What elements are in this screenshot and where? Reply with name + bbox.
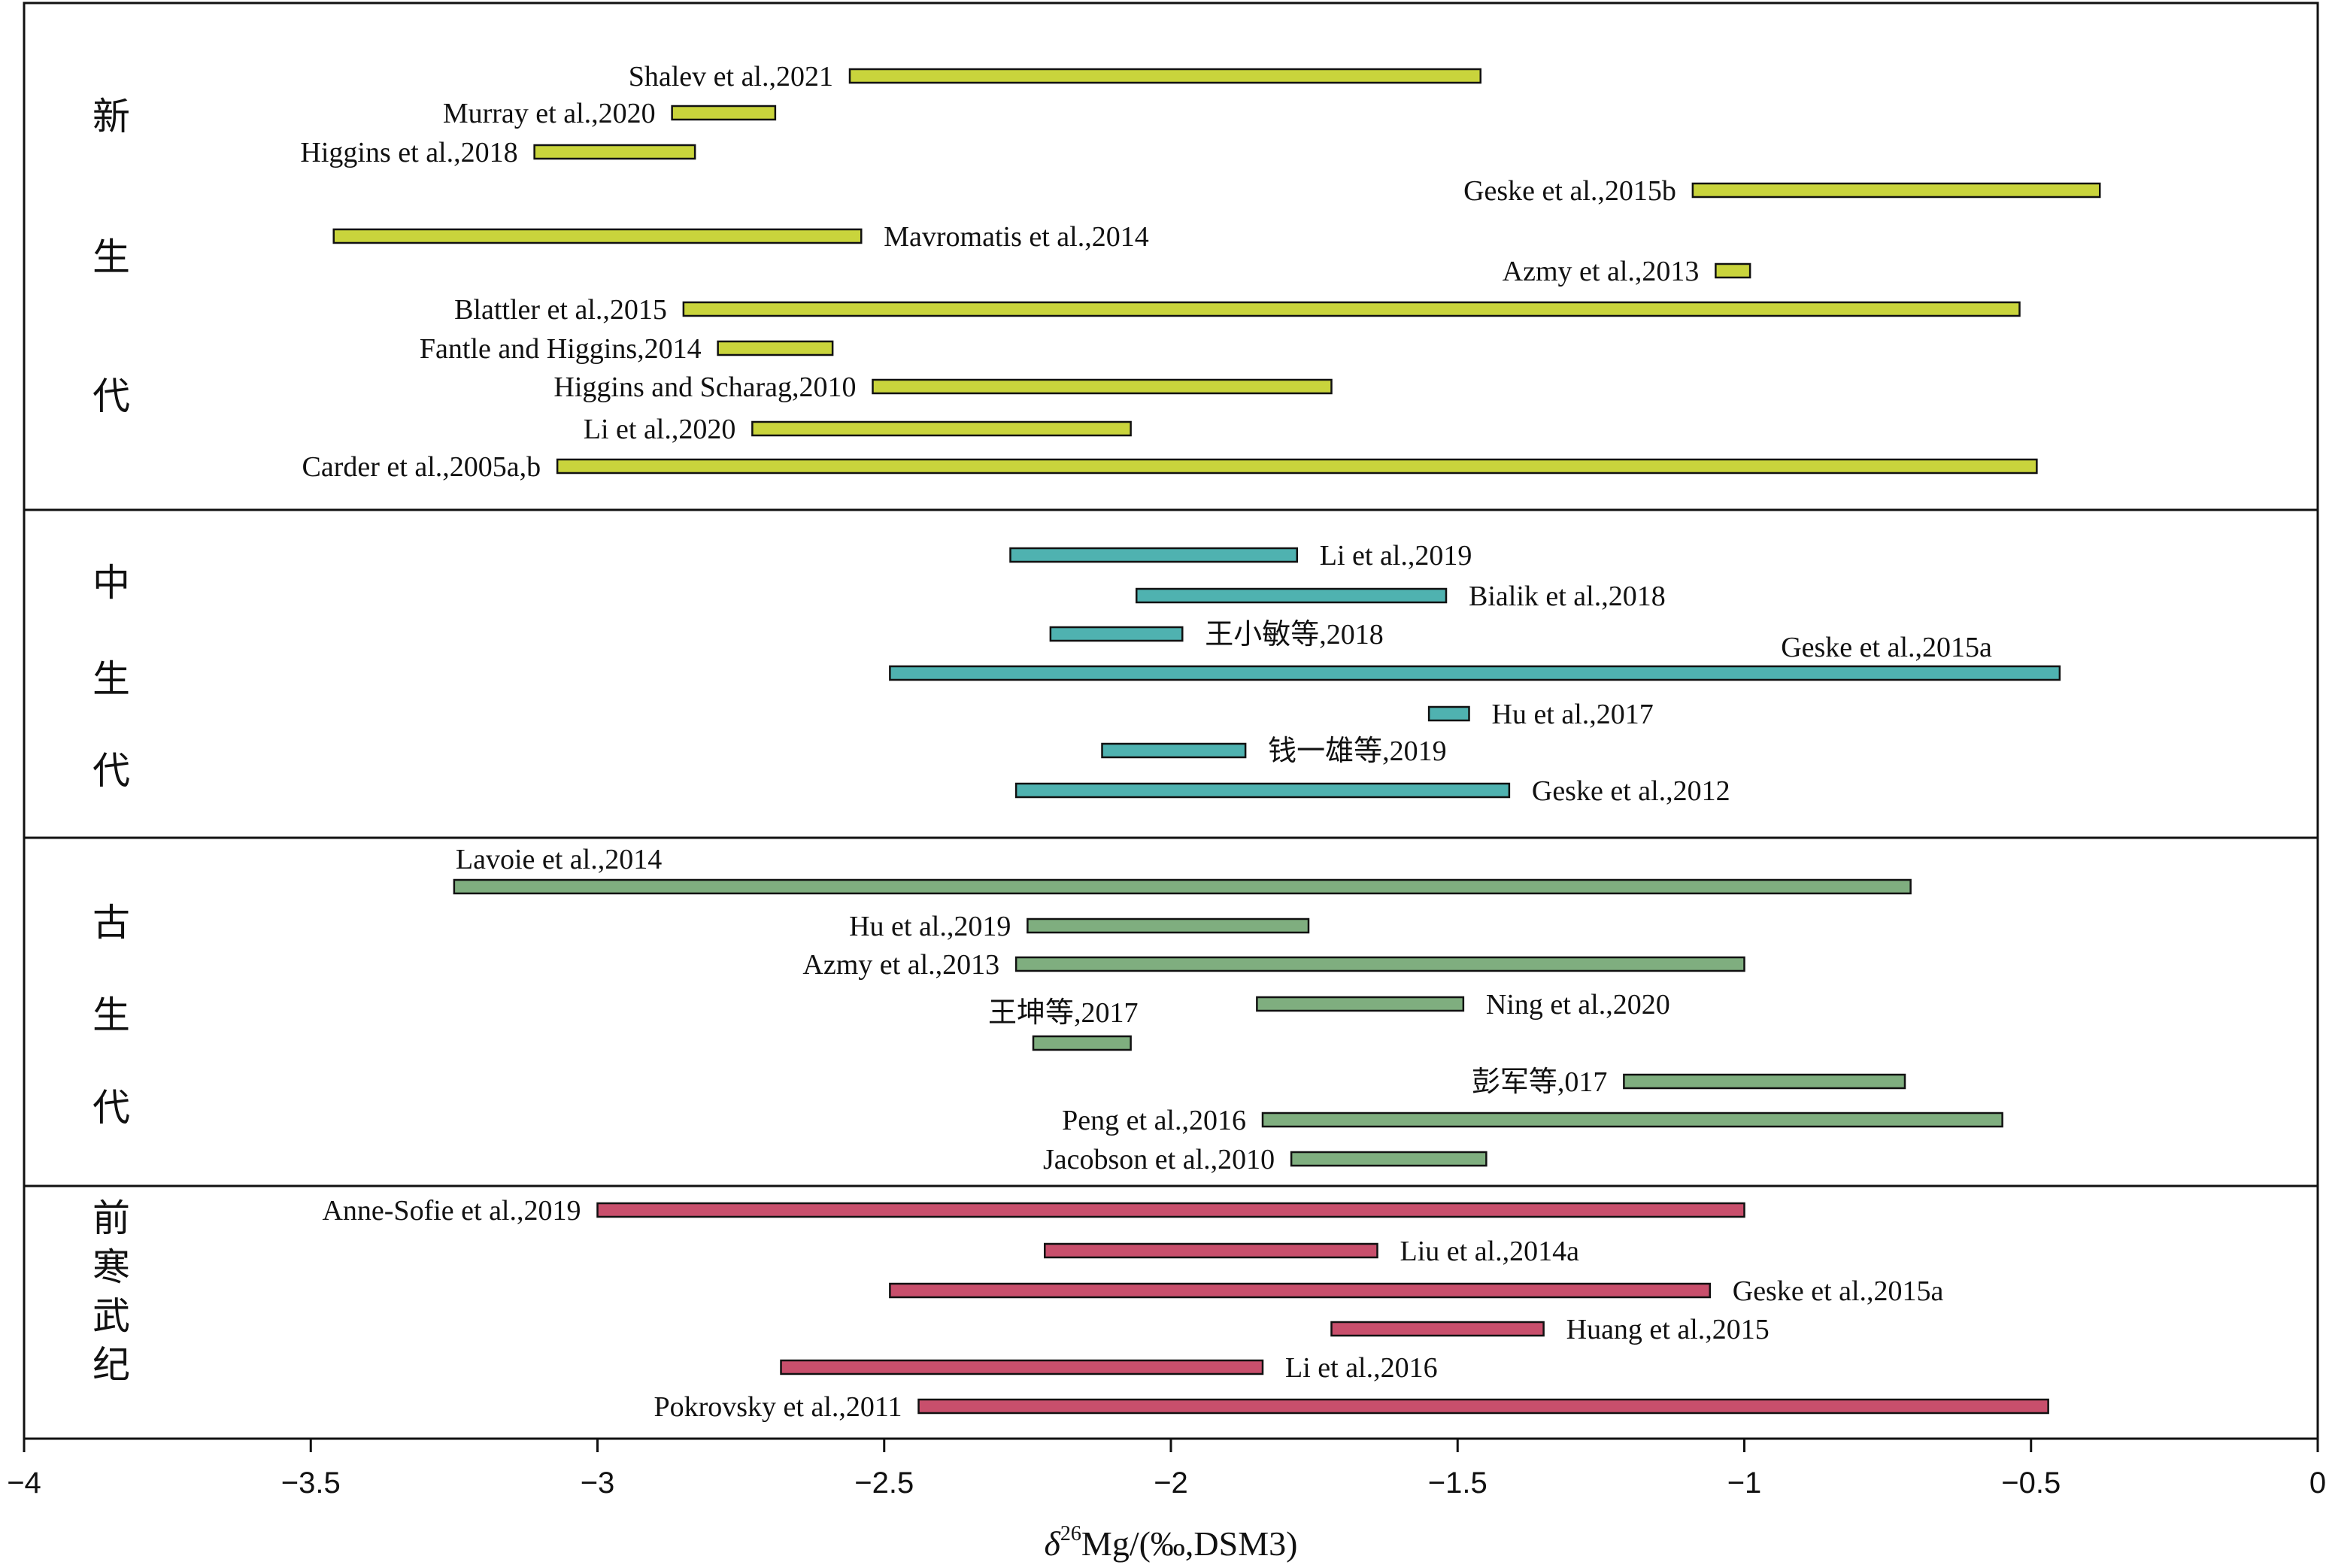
range-bar — [1623, 1073, 1906, 1090]
range-bar — [1290, 1151, 1487, 1167]
range-bar-label: Blattler et al.,2015 — [454, 294, 667, 326]
range-bar-label: Mavromatis et al.,2014 — [884, 221, 1148, 253]
range-bar — [1044, 1242, 1378, 1259]
era-label-char: 寒 — [92, 1245, 130, 1289]
range-bar — [1014, 782, 1511, 799]
era-label-char: 前 — [92, 1196, 130, 1240]
range-bar-label: Huang et al.,2015 — [1566, 1314, 1770, 1345]
x-tick-label: −3.5 — [281, 1466, 341, 1500]
range-bar — [1136, 587, 1448, 604]
range-bar-label: 王坤等,2017 — [988, 997, 1139, 1029]
range-bar-label: Murray et al.,2020 — [443, 98, 656, 129]
era-label-char: 代 — [92, 375, 130, 418]
range-bar-label: Anne-Sofie et al.,2019 — [322, 1195, 581, 1227]
range-bar — [751, 420, 1132, 437]
era-label-char: 生 — [92, 657, 130, 701]
range-bar — [453, 878, 1912, 895]
range-bar-label: Hu et al.,2017 — [1492, 699, 1654, 730]
range-bar — [780, 1359, 1264, 1375]
x-tick-label: −1 — [1727, 1466, 1762, 1500]
range-bar-label: Azmy et al.,2013 — [1503, 256, 1700, 287]
range-bar — [1032, 1035, 1132, 1051]
range-bar-label: Fantle and Higgins,2014 — [420, 333, 702, 365]
range-bar — [889, 1282, 1711, 1299]
range-bar — [889, 665, 2061, 681]
era-label-char: 代 — [92, 749, 130, 793]
era-label-char: 武 — [92, 1294, 130, 1338]
range-bar-label: Pokrovsky et al.,2011 — [654, 1391, 902, 1423]
era-label-char: 代 — [92, 1086, 130, 1130]
range-bar — [556, 458, 2038, 475]
range-bar — [682, 301, 2021, 317]
range-bar-label: Li et al.,2020 — [584, 414, 736, 445]
era-label-char: 新 — [92, 95, 130, 138]
range-bar — [1261, 1112, 2003, 1128]
x-axis-label: δ26Mg/(‰,DSM3) — [1045, 1522, 1298, 1563]
range-bar — [1101, 742, 1247, 759]
range-bar-label: Shalev et al.,2021 — [629, 61, 833, 93]
x-tick-label: −2.5 — [854, 1466, 914, 1500]
range-bar-label: Hu et al.,2019 — [849, 911, 1011, 942]
range-bar-label: Geske et al.,2015a — [1781, 632, 1992, 663]
range-bar-label: Lavoie et al.,2014 — [456, 844, 662, 875]
range-bar-label: Liu et al.,2014a — [1400, 1236, 1580, 1267]
range-bar-label: Higgins and Scharag,2010 — [553, 372, 856, 403]
range-bar — [717, 340, 834, 356]
range-bar — [1009, 547, 1298, 563]
range-bar — [533, 144, 696, 160]
range-bar-label: 彭军等,017 — [1472, 1066, 1608, 1098]
range-bar — [596, 1202, 1745, 1218]
range-bar — [332, 228, 863, 244]
range-bar — [1427, 705, 1470, 722]
x-tick-label: 0 — [2309, 1466, 2326, 1500]
range-bar-label: Ning et al.,2020 — [1486, 989, 1670, 1021]
range-bar — [1027, 917, 1310, 934]
range-bar-label: Jacobson et al.,2010 — [1043, 1144, 1275, 1175]
range-bar — [848, 68, 1481, 84]
range-bar-label: Bialik et al.,2018 — [1469, 581, 1666, 612]
range-bar — [671, 105, 777, 121]
range-bar — [1691, 182, 2101, 199]
range-bar — [1049, 626, 1184, 642]
era-label-char: 中 — [92, 561, 130, 605]
era-label-char: 纪 — [92, 1343, 130, 1387]
range-bar-label: Azmy et al.,2013 — [802, 949, 999, 981]
range-bar — [1256, 996, 1465, 1012]
era-label-char: 古 — [92, 901, 130, 945]
range-bar-label: Geske et al.,2015b — [1463, 175, 1676, 207]
range-bar — [1014, 956, 1745, 972]
range-bar-label: Carder et al.,2005a,b — [302, 451, 541, 483]
range-bar-label: 钱一雄等,2019 — [1268, 735, 1447, 767]
range-bar-label: Higgins et al.,2018 — [300, 137, 517, 168]
range-bar-label: Li et al.,2019 — [1320, 540, 1472, 572]
range-bar — [1715, 262, 1751, 279]
x-tick-label: −2 — [1154, 1466, 1188, 1500]
era-label-char: 生 — [92, 235, 130, 279]
x-tick-label: −0.5 — [2001, 1466, 2061, 1500]
range-bar-label: Peng et al.,2016 — [1062, 1105, 1246, 1136]
x-tick-label: −1.5 — [1428, 1466, 1487, 1500]
range-bar-label: Li et al.,2016 — [1285, 1352, 1438, 1384]
range-bar — [1330, 1321, 1545, 1337]
x-tick-label: −3 — [581, 1466, 615, 1500]
range-bar — [917, 1398, 2049, 1415]
range-bar-label: 王小敏等,2018 — [1205, 619, 1384, 651]
era-label-char: 生 — [92, 993, 130, 1037]
range-bar-label: Geske et al.,2015a — [1733, 1275, 1944, 1307]
x-tick-label: −4 — [7, 1466, 41, 1500]
range-bar-label: Geske et al.,2012 — [1532, 775, 1730, 807]
range-bar — [872, 378, 1333, 395]
